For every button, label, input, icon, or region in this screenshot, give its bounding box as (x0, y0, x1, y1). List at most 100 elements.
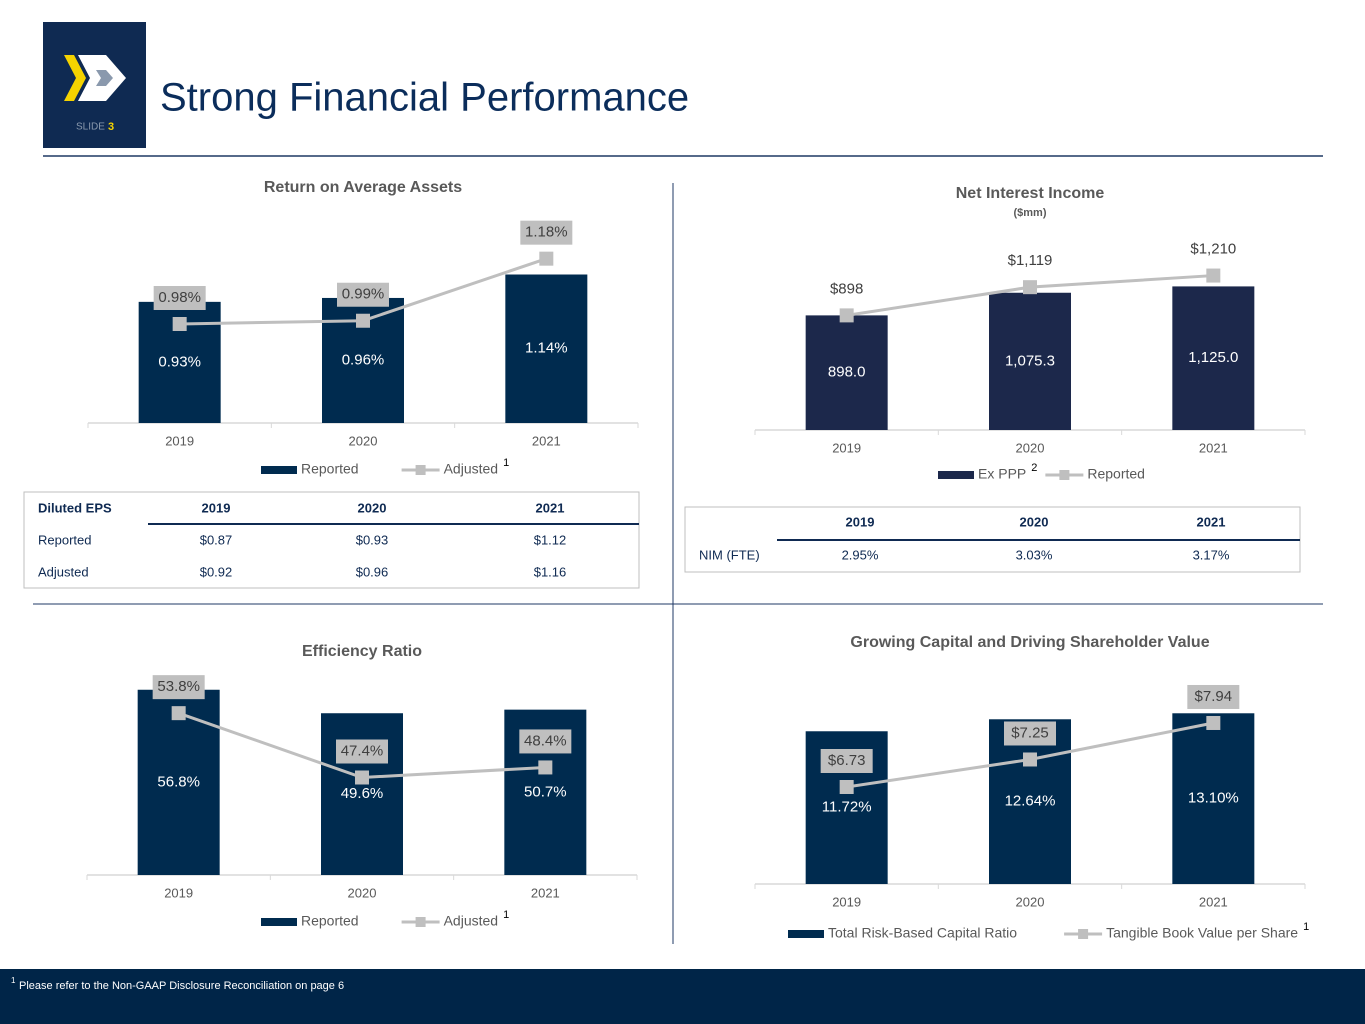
x-tick-label: 2020 (349, 433, 378, 448)
bar-value-label: 0.93% (158, 353, 201, 370)
legend-label: Reported (301, 913, 359, 929)
line-value-label: $7.25 (1011, 724, 1049, 741)
x-tick-label: 2020 (1016, 894, 1045, 909)
line-marker (171, 706, 186, 721)
line-value-label: $7.94 (1195, 688, 1233, 705)
x-tick-label: 2019 (832, 440, 861, 455)
table-header: 2020 (1020, 514, 1049, 529)
value-label-box (153, 286, 206, 310)
value-label-box (820, 749, 873, 773)
line-value-label: $1,210 (1190, 241, 1236, 258)
page-title: Strong Financial Performance (160, 76, 689, 120)
x-tick-label: 2021 (1199, 894, 1228, 909)
line-marker (355, 770, 369, 785)
line-marker (1023, 752, 1037, 767)
footer-bar (0, 969, 1365, 1024)
line-value-label: $1,119 (1008, 252, 1053, 269)
bar-value-label: 898.0 (828, 364, 866, 381)
line-marker (538, 760, 553, 775)
table-cell: $0.93 (356, 532, 389, 547)
legend-swatch (788, 930, 824, 938)
legend-note: 1 (1303, 921, 1309, 933)
bar (137, 689, 220, 875)
x-tick-label: 2019 (164, 885, 193, 900)
bar-value-label: 50.7% (524, 783, 567, 800)
x-tick-label: 2019 (832, 894, 861, 909)
x-tick-label: 2020 (348, 885, 377, 900)
chart-title: Net Interest Income (956, 185, 1105, 202)
table-cell: Reported (38, 532, 91, 547)
table-cell: $0.87 (200, 532, 233, 547)
line-value-label: 0.99% (342, 286, 385, 303)
value-label-box (337, 282, 389, 307)
bar (1172, 713, 1255, 884)
legend-swatch-marker (1078, 929, 1089, 939)
legend-swatch-marker (415, 465, 426, 475)
x-tick-label: 2021 (531, 885, 560, 900)
legend-note: 1 (503, 457, 509, 469)
bar-value-label: 11.72% (822, 799, 872, 816)
footnote-text: Please refer to the Non-GAAP Disclosure … (19, 980, 344, 992)
table-cell: $1.16 (534, 564, 567, 579)
bar-value-label: 56.8% (157, 773, 200, 790)
x-tick-label: 2021 (1199, 440, 1228, 455)
legend-label: Reported (1087, 466, 1145, 482)
line-marker (172, 317, 187, 331)
line-marker (356, 313, 370, 328)
legend-label: Adjusted (444, 913, 498, 929)
value-label-box (519, 729, 572, 754)
value-label-box (1187, 684, 1240, 709)
legend-label: Adjusted (444, 461, 498, 477)
table-cell: $0.96 (356, 564, 389, 579)
line-value-label: 48.4% (524, 732, 567, 749)
bar-value-label: 0.96% (342, 351, 385, 368)
legend-label: Tangible Book Value per Share (1106, 925, 1298, 941)
value-label-box (152, 675, 205, 700)
value-label-box (520, 220, 573, 245)
line-value-label: $898 (830, 280, 863, 297)
x-tick-label: 2019 (165, 433, 194, 448)
x-tick-label: 2020 (1016, 440, 1045, 455)
legend-swatch (261, 918, 297, 926)
table-header: 2021 (1197, 514, 1226, 529)
table-header: 2021 (536, 500, 565, 515)
legend-label: Total Risk-Based Capital Ratio (828, 925, 1017, 941)
table-header: 2020 (358, 500, 387, 515)
chart-title: Return on Average Assets (264, 179, 462, 196)
legend-swatch (261, 466, 297, 474)
bar (989, 719, 1071, 884)
bar (1172, 286, 1255, 430)
bar-value-label: 1,125.0 (1188, 349, 1238, 366)
value-label-box (336, 739, 388, 764)
value-label-box (1004, 721, 1056, 746)
x-tick-label: 2021 (532, 433, 561, 448)
bar-value-label: 13.10% (1188, 790, 1239, 807)
table-cell: Adjusted (38, 564, 89, 579)
line-value-label: 1.18% (525, 224, 568, 241)
table-header: 2019 (846, 514, 875, 529)
line-marker (1023, 280, 1037, 295)
table-cell: 3.03% (1016, 547, 1053, 562)
table-header: 2019 (202, 500, 231, 515)
line-marker (1206, 715, 1221, 730)
chart-subtitle: ($mm) (1013, 207, 1046, 219)
line-marker (1206, 268, 1221, 283)
logo-inner (96, 70, 113, 86)
legend-swatch (938, 471, 974, 479)
line-value-label: 53.8% (157, 678, 200, 695)
logo-chevron (64, 55, 86, 101)
slide-label: SLIDE (76, 122, 105, 133)
eps-table-frame (23, 491, 640, 589)
bar-value-label: 1,075.3 (1005, 352, 1055, 369)
bar-value-label: 49.6% (341, 785, 384, 802)
table-cell: $1.12 (534, 532, 567, 547)
line-value-label: $6.73 (828, 752, 866, 769)
legend-swatch-marker (1059, 470, 1070, 480)
line-value-label: 0.98% (158, 289, 201, 306)
bar (989, 292, 1071, 430)
legend-swatch-marker (415, 917, 426, 927)
table-cell: 2.95% (842, 547, 879, 562)
legend-label: Reported (301, 461, 359, 477)
